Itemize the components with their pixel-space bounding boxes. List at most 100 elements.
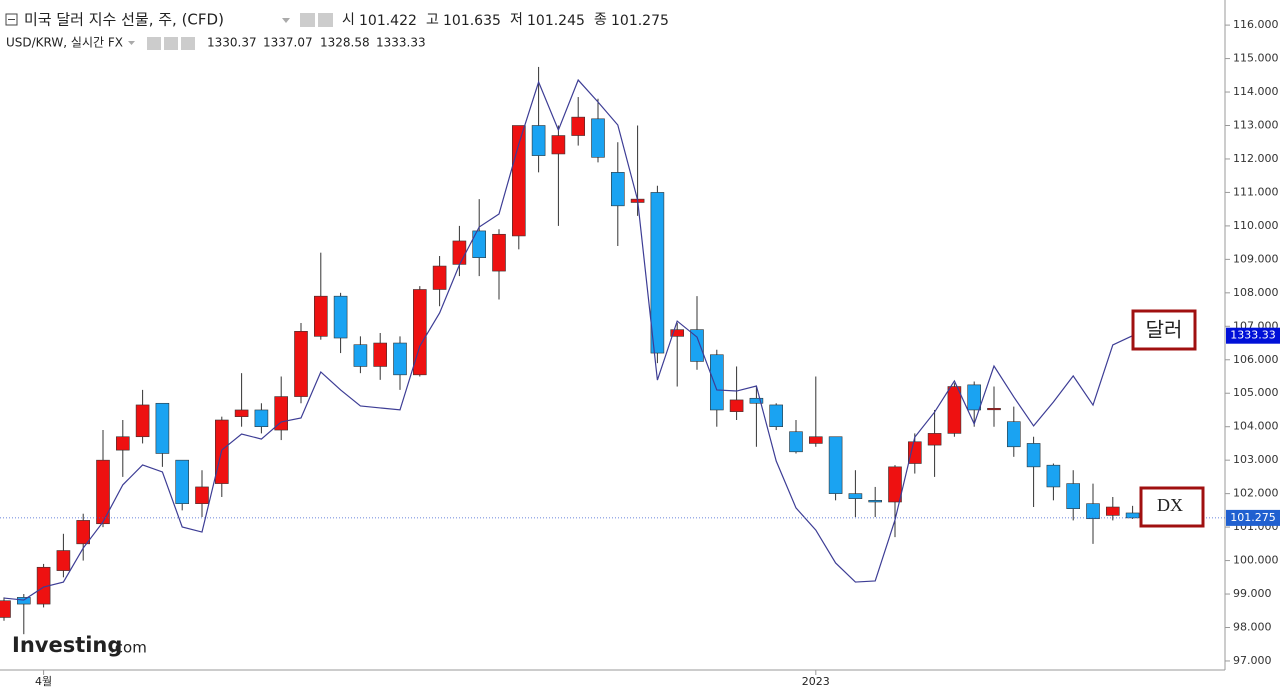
- candle-body: [432, 265, 447, 290]
- x-tick-label: 4월: [35, 675, 52, 688]
- y-tick-label: 97.000: [1233, 654, 1272, 667]
- candle-body: [987, 407, 1001, 411]
- candle-body: [848, 493, 863, 499]
- header: 미국 달러 지수 선물, 주, (CFD) 시 101.422 고 101.63…: [5, 11, 669, 50]
- dropdown-arrow[interactable]: [128, 41, 135, 45]
- candle-body: [1106, 506, 1120, 516]
- candle-body: [393, 342, 407, 376]
- candle-body: [749, 397, 764, 404]
- y-tick-label: 109.000: [1233, 252, 1279, 265]
- candle-body: [769, 404, 784, 427]
- candle-body: [868, 500, 883, 503]
- candle-body: [175, 459, 189, 504]
- candle-body: [195, 486, 209, 504]
- candle-body: [254, 409, 269, 427]
- icon[interactable]: [318, 13, 333, 27]
- y-tick-label: 115.000: [1233, 52, 1279, 65]
- ohlc-value: 101.422: [359, 13, 417, 29]
- usdkrw-value: 1333.33: [376, 36, 426, 50]
- candle-body: [234, 409, 249, 417]
- y-tick-label: 112.000: [1233, 152, 1279, 165]
- dropdown-arrow[interactable]: [282, 18, 290, 23]
- ohlc-label: 저: [510, 12, 523, 28]
- line-series: [3, 78, 1133, 601]
- y-tick-label: 102.000: [1233, 487, 1279, 500]
- y-tick-label: 111.000: [1233, 185, 1279, 198]
- candle-body: [690, 329, 704, 362]
- candle-body: [76, 520, 90, 545]
- y-tick-label: 114.000: [1233, 85, 1279, 98]
- y-tick-label: 104.000: [1233, 420, 1279, 433]
- candle-body: [1125, 512, 1140, 519]
- y-tick-label: 116.000: [1233, 18, 1279, 31]
- ohlc-label: 고: [426, 12, 439, 28]
- price-tag-label: 1333.33: [1230, 329, 1276, 342]
- icon[interactable]: [164, 37, 178, 50]
- candle-body: [1006, 421, 1021, 448]
- ohlc-label: 종: [594, 12, 607, 28]
- candle-body: [56, 550, 71, 571]
- candle-body: [610, 172, 625, 207]
- candle-body: [888, 466, 902, 503]
- usdkrw-value: 1328.58: [320, 36, 370, 50]
- ohlc-value: 101.245: [527, 13, 585, 29]
- icon[interactable]: [181, 37, 195, 50]
- candle-body: [571, 116, 586, 136]
- candle-body: [591, 118, 605, 158]
- candle-body: [353, 344, 368, 367]
- y-tick-label: 99.000: [1233, 587, 1272, 600]
- candle-body: [789, 431, 803, 453]
- candle-body: [670, 329, 685, 337]
- annotation: 달러: [1146, 318, 1183, 342]
- candle-body: [274, 396, 289, 431]
- annotation-box: [1139, 486, 1205, 528]
- candle-body: [511, 125, 526, 237]
- plot-area: 97.00098.00099.000100.000101.000102.0001…: [0, 18, 1280, 688]
- ohlc-value: 101.275: [611, 13, 669, 29]
- candle-body: [116, 436, 130, 451]
- usdkrw-value: 1330.37: [207, 36, 257, 50]
- candle-body: [1086, 503, 1100, 520]
- candle-body: [531, 125, 546, 156]
- candle-body: [907, 441, 922, 464]
- candle-body: [729, 399, 744, 412]
- candle-body: [472, 230, 487, 258]
- candle-body: [412, 289, 427, 376]
- candle-body: [828, 436, 843, 494]
- candle-body: [1046, 464, 1061, 488]
- subtitle: USD/KRW, 실시간 FX: [6, 36, 123, 50]
- candle-body: [947, 386, 962, 434]
- y-tick-label: 110.000: [1233, 219, 1279, 232]
- ohlc-label: 시: [342, 12, 355, 28]
- icon[interactable]: [300, 13, 315, 27]
- y-tick-label: 113.000: [1233, 118, 1279, 131]
- icon[interactable]: [147, 37, 161, 50]
- candle-body: [16, 597, 31, 605]
- candle-body: [1066, 483, 1080, 509]
- ohlc-value: 101.635: [443, 13, 501, 29]
- collapse-icon[interactable]: [5, 13, 18, 26]
- candle-body: [452, 240, 467, 265]
- candle-body: [135, 404, 150, 438]
- y-tick-label: 103.000: [1233, 453, 1279, 466]
- candle-body: [492, 233, 506, 272]
- x-tick-label: 2023: [802, 675, 830, 688]
- candle-body: [551, 135, 566, 155]
- candle-body: [927, 433, 942, 446]
- price-tag-label: 101.275: [1230, 511, 1276, 524]
- price-tag: [1226, 509, 1280, 526]
- candle-body: [967, 384, 982, 411]
- y-tick-label: 108.000: [1233, 286, 1279, 299]
- y-tick-label: 106.000: [1233, 353, 1279, 366]
- candle-body: [1026, 443, 1041, 468]
- y-tick-label: 105.000: [1233, 386, 1279, 399]
- candle-body: [808, 436, 823, 444]
- candle-body: [709, 354, 724, 411]
- candle-body: [333, 295, 348, 339]
- brand-suffix: .com: [110, 639, 147, 657]
- brand: Investing: [12, 633, 122, 657]
- usdkrw-value: 1337.07: [263, 36, 313, 50]
- annotation: DX: [1157, 495, 1183, 515]
- candle-body: [650, 192, 665, 354]
